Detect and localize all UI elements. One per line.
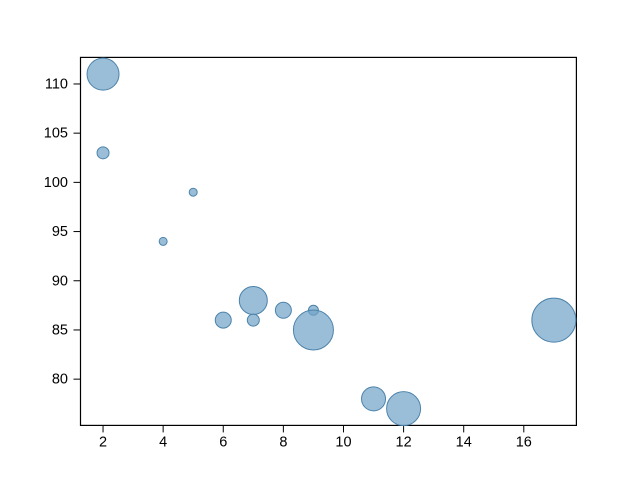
svg-text:85: 85: [52, 322, 68, 338]
svg-text:10: 10: [335, 435, 351, 451]
svg-text:12: 12: [396, 435, 412, 451]
svg-text:100: 100: [44, 175, 68, 191]
svg-text:4: 4: [159, 435, 167, 451]
svg-text:95: 95: [52, 224, 68, 240]
svg-text:8: 8: [279, 435, 287, 451]
svg-text:90: 90: [52, 273, 68, 289]
svg-text:105: 105: [44, 126, 68, 142]
svg-text:16: 16: [516, 435, 532, 451]
svg-text:110: 110: [45, 76, 68, 92]
svg-text:80: 80: [52, 372, 68, 388]
svg-text:6: 6: [219, 435, 227, 451]
svg-text:2: 2: [99, 435, 107, 451]
svg-text:14: 14: [456, 435, 472, 451]
